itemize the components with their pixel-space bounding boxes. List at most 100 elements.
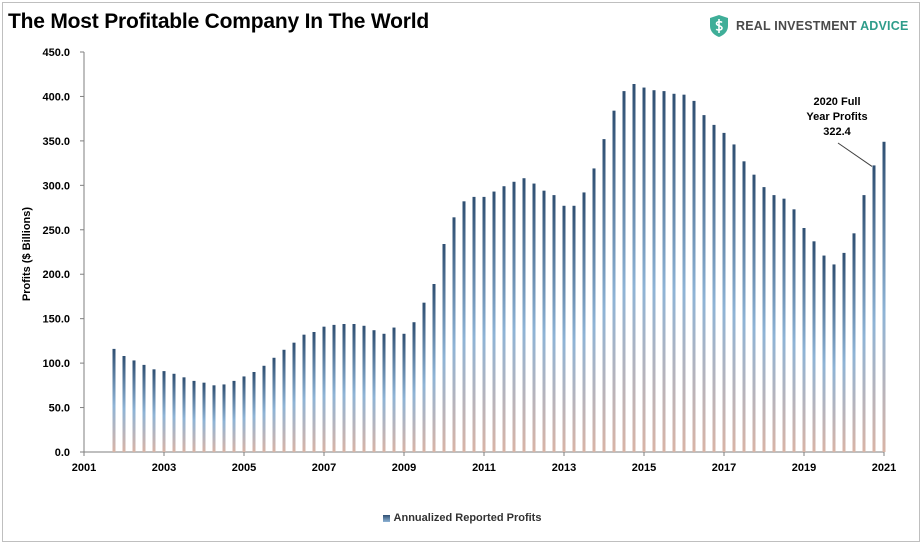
bar (852, 233, 856, 452)
y-tick-label: 150.0 (42, 314, 70, 326)
annotation-text: Year Profits (806, 111, 867, 123)
bar (142, 364, 146, 452)
bar (492, 191, 496, 452)
bar (862, 195, 866, 453)
bar (702, 115, 706, 453)
legend-swatch (382, 514, 390, 522)
bar (592, 168, 596, 452)
bar (752, 174, 756, 453)
y-tick-label: 400.0 (42, 91, 70, 103)
bar (792, 209, 796, 452)
x-tick-label: 2001 (72, 462, 96, 474)
bar (882, 141, 886, 452)
bar (152, 369, 156, 452)
bar (712, 124, 716, 452)
y-tick-label: 350.0 (42, 136, 70, 148)
bar (582, 192, 586, 452)
bar (842, 252, 846, 452)
bar (652, 90, 656, 452)
bar (802, 228, 806, 452)
bar (312, 332, 316, 452)
shield-dollar-icon (710, 15, 728, 37)
bar (262, 365, 266, 452)
bar (222, 384, 226, 452)
annotation-text: 2020 Full (813, 96, 860, 108)
bar (452, 217, 456, 452)
bar (422, 302, 426, 452)
bar (572, 205, 576, 452)
bar (162, 371, 166, 452)
bar (122, 356, 126, 452)
bar (672, 93, 676, 452)
bar (472, 196, 476, 452)
bar (662, 91, 666, 453)
bar (552, 195, 556, 453)
bar (642, 87, 646, 452)
bar (402, 333, 406, 452)
bar (742, 161, 746, 452)
bar (392, 327, 396, 452)
bar (612, 110, 616, 453)
y-tick-label: 50.0 (49, 403, 70, 415)
bar (732, 144, 736, 452)
bar (292, 342, 296, 452)
bar (502, 186, 506, 452)
bar (352, 324, 356, 452)
x-tick-label: 2011 (472, 462, 496, 474)
bar (332, 324, 336, 452)
bar (812, 241, 816, 452)
y-tick-label: 450.0 (42, 47, 70, 59)
bar-series (112, 84, 886, 453)
bar (822, 255, 826, 452)
bar (382, 333, 386, 452)
x-tick-label: 2003 (152, 462, 176, 474)
y-tick-label: 0.0 (55, 447, 70, 459)
page-title: The Most Profitable Company In The World (8, 10, 429, 33)
bar (372, 330, 376, 452)
logo-text-suffix: ADVICE (860, 19, 909, 33)
bar (112, 348, 116, 452)
bar (682, 94, 686, 453)
x-tick-label: 2013 (552, 462, 576, 474)
bar (172, 373, 176, 452)
bar (212, 385, 216, 452)
bar (432, 284, 436, 452)
bar (762, 187, 766, 453)
bar (322, 326, 326, 452)
x-tick-label: 2021 (872, 462, 896, 474)
bar (412, 322, 416, 452)
bar (242, 376, 246, 452)
bar (632, 84, 636, 452)
bar (512, 181, 516, 452)
bar (342, 324, 346, 452)
bar (602, 139, 606, 453)
bar (442, 244, 446, 452)
x-tick-label: 2009 (392, 462, 416, 474)
bar (252, 372, 256, 452)
bar (482, 196, 486, 452)
bar (232, 380, 236, 452)
bar (722, 132, 726, 452)
x-tick-label: 2007 (312, 462, 336, 474)
axes: 0.0 50.0 100.0 150.0 200.0 250.0 300.0 350.0 400… (21, 47, 896, 474)
bar (362, 325, 366, 452)
legend-label: Annualized Reported Profits (393, 512, 542, 524)
bar (782, 198, 786, 452)
bar (462, 201, 466, 452)
x-tick-label: 2015 (632, 462, 656, 474)
x-tick-label: 2019 (792, 462, 816, 474)
annotation-text: 322.4 (823, 126, 851, 138)
bar (192, 380, 196, 452)
y-tick-label: 250.0 (42, 225, 70, 237)
annotations: 2020 Full Year Profits 322.4 (806, 96, 873, 167)
bar (282, 349, 286, 452)
bar (182, 377, 186, 452)
bar (562, 205, 566, 452)
bar (872, 165, 876, 453)
bar (532, 183, 536, 452)
bar (132, 360, 136, 452)
bar (302, 334, 306, 452)
bar (692, 100, 696, 452)
bar (272, 357, 276, 452)
